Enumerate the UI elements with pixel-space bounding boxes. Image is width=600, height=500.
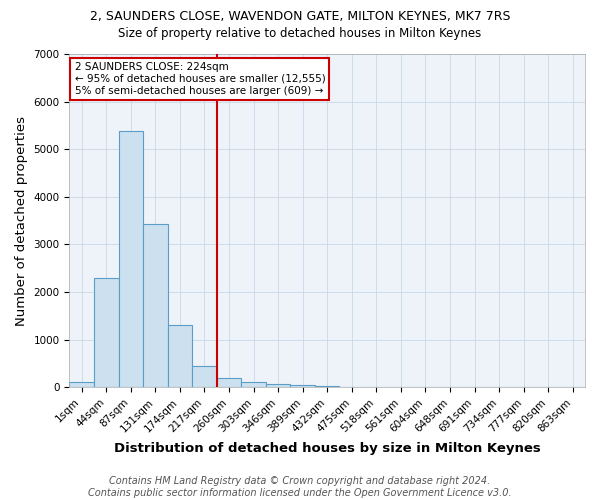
Bar bbox=[167, 325, 192, 387]
Bar bbox=[290, 384, 315, 387]
Bar bbox=[266, 384, 290, 387]
Text: 2, SAUNDERS CLOSE, WAVENDON GATE, MILTON KEYNES, MK7 7RS: 2, SAUNDERS CLOSE, WAVENDON GATE, MILTON… bbox=[90, 10, 510, 23]
Bar bbox=[241, 382, 266, 387]
Bar bbox=[217, 378, 241, 387]
Text: Contains HM Land Registry data © Crown copyright and database right 2024.
Contai: Contains HM Land Registry data © Crown c… bbox=[88, 476, 512, 498]
Bar bbox=[94, 278, 119, 387]
Text: Size of property relative to detached houses in Milton Keynes: Size of property relative to detached ho… bbox=[118, 28, 482, 40]
Bar bbox=[119, 130, 143, 387]
Text: 2 SAUNDERS CLOSE: 224sqm
← 95% of detached houses are smaller (12,555)
5% of sem: 2 SAUNDERS CLOSE: 224sqm ← 95% of detach… bbox=[74, 62, 325, 96]
Bar bbox=[315, 386, 340, 387]
Bar bbox=[192, 366, 217, 387]
Bar bbox=[70, 382, 94, 387]
X-axis label: Distribution of detached houses by size in Milton Keynes: Distribution of detached houses by size … bbox=[114, 442, 541, 455]
Y-axis label: Number of detached properties: Number of detached properties bbox=[15, 116, 28, 326]
Bar bbox=[143, 224, 167, 387]
